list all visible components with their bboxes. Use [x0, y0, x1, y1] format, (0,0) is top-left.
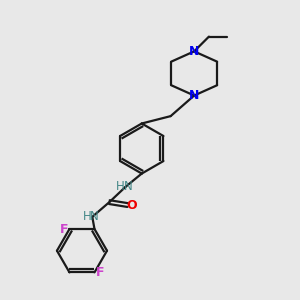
Text: F: F	[95, 266, 104, 279]
Text: F: F	[60, 223, 68, 236]
Text: H: H	[116, 180, 125, 193]
Text: O: O	[126, 199, 137, 212]
Text: H: H	[83, 210, 92, 223]
Text: N: N	[90, 210, 99, 223]
Text: N: N	[189, 89, 200, 102]
Text: N: N	[189, 45, 200, 58]
Text: N: N	[124, 180, 132, 193]
